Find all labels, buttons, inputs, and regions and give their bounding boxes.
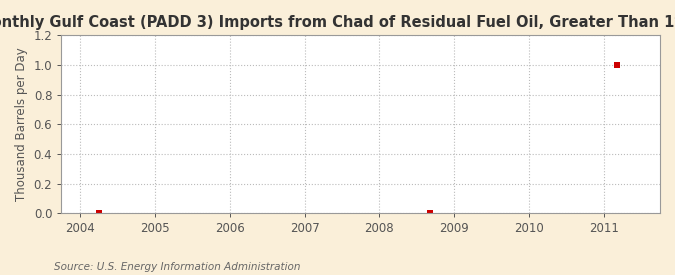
- Title: Monthly Gulf Coast (PADD 3) Imports from Chad of Residual Fuel Oil, Greater Than: Monthly Gulf Coast (PADD 3) Imports from…: [0, 15, 675, 30]
- Y-axis label: Thousand Barrels per Day: Thousand Barrels per Day: [15, 47, 28, 201]
- Text: Source: U.S. Energy Information Administration: Source: U.S. Energy Information Administ…: [54, 262, 300, 272]
